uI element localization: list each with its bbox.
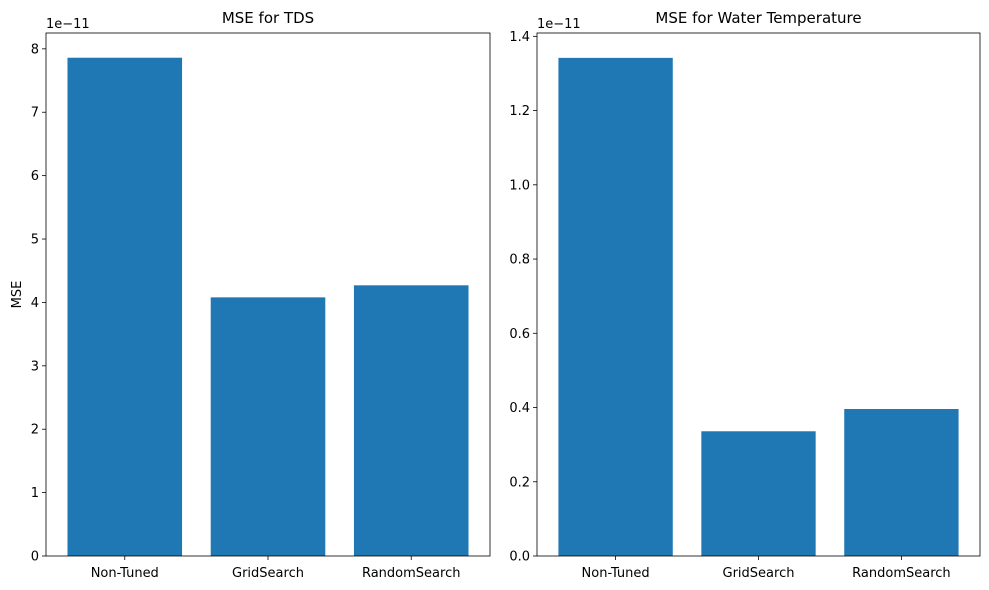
y-tick-label: 1 — [31, 486, 39, 501]
chart-title: MSE for TDS — [222, 9, 314, 27]
y-tick-label: 2 — [31, 423, 39, 438]
bar-randomsearch — [844, 409, 959, 556]
axis-offset-label: 1e−11 — [46, 17, 90, 32]
bar-randomsearch — [353, 285, 469, 556]
x-tick-label: GridSearch — [723, 566, 795, 581]
bar-gridsearch — [210, 297, 326, 556]
chart-panel-1: Non-Tuned GridSearch RandomSearch 0 1 2 3 4 5 6 7 8… — [10, 9, 491, 581]
y-tick-label: 0.4 — [509, 401, 530, 416]
y-tick-label: 7 — [31, 106, 39, 121]
y-tick-label: 4 — [31, 296, 39, 311]
y-tick-label: 1.4 — [509, 30, 530, 45]
y-tick-label: 6 — [31, 169, 39, 184]
x-tick-label: GridSearch — [232, 566, 304, 581]
x-tick-label: RandomSearch — [852, 566, 950, 581]
chart-panel-2: Non-Tuned GridSearch RandomSearch 0.0 0.2 0.4… — [509, 9, 981, 581]
axis-offset-label: 1e−11 — [537, 17, 581, 32]
y-tick-label: 0.6 — [509, 327, 530, 342]
y-tick-label: 5 — [31, 233, 39, 248]
y-tick-label: 0 — [31, 550, 39, 565]
axes-frame — [536, 32, 981, 557]
y-tick-label: 1.2 — [509, 104, 530, 119]
chart-title: MSE for Water Temperature — [655, 9, 861, 27]
x-tick-label: RandomSearch — [362, 566, 460, 581]
y-tick-label: 1.0 — [509, 178, 530, 193]
y-tick-label: 0.8 — [509, 253, 530, 268]
axes-frame — [45, 32, 491, 557]
bar-non-tuned — [558, 57, 673, 557]
x-tick-label: Non-Tuned — [582, 566, 650, 581]
y-tick-label: 0.2 — [509, 475, 530, 490]
y-tick-label: 8 — [31, 42, 39, 57]
y-tick-label: 0.0 — [509, 550, 530, 565]
x-tick-label: Non-Tuned — [91, 566, 159, 581]
bar-non-tuned — [67, 57, 183, 556]
y-tick-label: 3 — [31, 359, 39, 374]
bar-gridsearch — [701, 431, 816, 556]
y-axis-label: MSE — [10, 281, 25, 309]
